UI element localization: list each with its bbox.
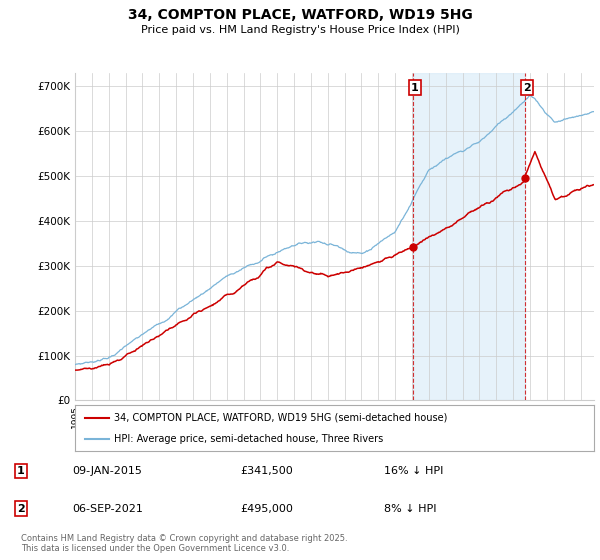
Text: Contains HM Land Registry data © Crown copyright and database right 2025.
This d: Contains HM Land Registry data © Crown c…: [21, 534, 347, 553]
Text: 1: 1: [17, 466, 25, 476]
Text: 1: 1: [411, 82, 419, 92]
Text: HPI: Average price, semi-detached house, Three Rivers: HPI: Average price, semi-detached house,…: [114, 434, 383, 444]
Text: 34, COMPTON PLACE, WATFORD, WD19 5HG: 34, COMPTON PLACE, WATFORD, WD19 5HG: [128, 8, 472, 22]
Text: £495,000: £495,000: [240, 504, 293, 514]
Text: 06-SEP-2021: 06-SEP-2021: [72, 504, 143, 514]
Text: 16% ↓ HPI: 16% ↓ HPI: [384, 466, 443, 476]
Text: £341,500: £341,500: [240, 466, 293, 476]
Text: 2: 2: [523, 82, 531, 92]
Text: 34, COMPTON PLACE, WATFORD, WD19 5HG (semi-detached house): 34, COMPTON PLACE, WATFORD, WD19 5HG (se…: [114, 413, 448, 423]
Text: Price paid vs. HM Land Registry's House Price Index (HPI): Price paid vs. HM Land Registry's House …: [140, 25, 460, 35]
Text: 2: 2: [17, 504, 25, 514]
Text: 09-JAN-2015: 09-JAN-2015: [72, 466, 142, 476]
Text: 8% ↓ HPI: 8% ↓ HPI: [384, 504, 437, 514]
